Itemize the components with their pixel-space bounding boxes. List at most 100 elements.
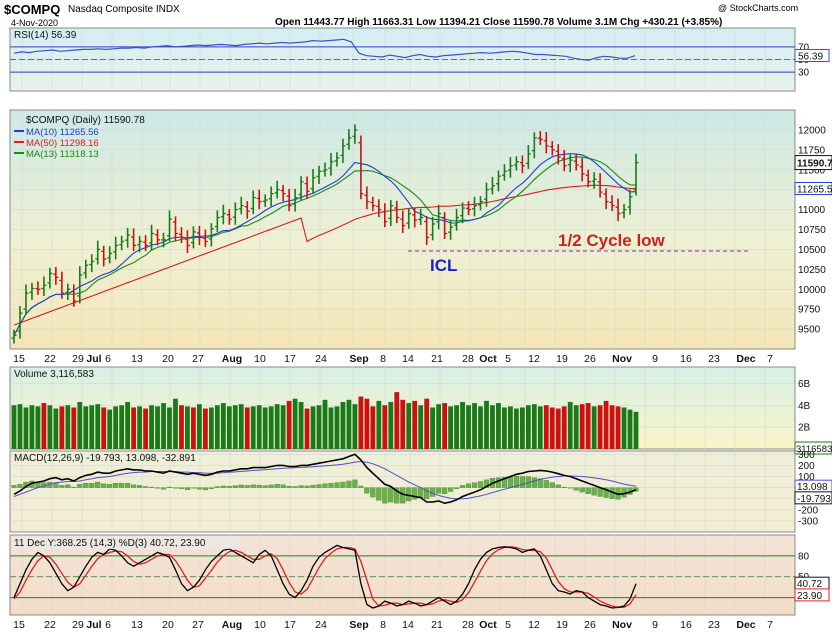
- macd-histogram-bar: [71, 486, 77, 488]
- macd-histogram-bar: [154, 487, 161, 489]
- price-tick-label: 11000: [798, 205, 826, 216]
- volume-bar: [95, 404, 101, 449]
- macd-histogram-bar: [346, 480, 352, 488]
- stoch-label: 11 Dec Y:368.25 (14,3) %D(3) 40.72, 23.9…: [14, 538, 206, 549]
- macd-histogram-bar: [603, 487, 609, 498]
- volume-bar: [161, 403, 166, 449]
- macd-histogram-bar: [370, 487, 376, 498]
- volume-bar: [214, 405, 220, 449]
- stoch-k-series: [13, 544, 637, 609]
- x-tick-label: Dec: [736, 353, 755, 365]
- macd-histogram-bar: [633, 487, 639, 492]
- x-tick-label-bottom: 9: [652, 619, 658, 631]
- symbol-title: $COMPQ: [4, 2, 61, 17]
- x-tick-label-bottom: 5: [505, 619, 511, 631]
- volume-bar: [280, 405, 286, 449]
- macd-histogram-bar: [316, 484, 322, 488]
- volume-bar: [585, 403, 591, 449]
- x-tick-label: Oct: [479, 353, 497, 365]
- volume-bar: [436, 404, 442, 449]
- volume-bar: [29, 405, 35, 449]
- macd-histogram-bar: [304, 485, 310, 488]
- volume-bar: [519, 407, 525, 449]
- x-tick-label: 12: [528, 353, 540, 365]
- macd-histogram-bar: [95, 481, 101, 488]
- macd-tick-label: 200: [798, 461, 815, 472]
- volume-bar: [244, 407, 250, 449]
- macd-histogram-bar: [136, 485, 143, 488]
- volume-bar: [603, 400, 609, 449]
- rsi-value-box: [794, 48, 830, 62]
- ma13-series: [13, 156, 637, 336]
- macd-histogram-bar: [196, 487, 203, 490]
- volume-bar: [579, 404, 585, 449]
- macd-histogram-bar: [89, 482, 95, 488]
- volume-bar: [490, 405, 495, 449]
- volume-bar: [478, 406, 483, 449]
- macd-histogram-bar: [453, 487, 460, 489]
- volume-tick-label: 4B: [798, 401, 811, 412]
- volume-bar: [208, 407, 214, 449]
- x-tick-label: 15: [13, 353, 25, 365]
- price-tick-label: 10000: [798, 285, 826, 296]
- volume-bar: [322, 399, 328, 449]
- ma50-series: [13, 184, 637, 326]
- symbol-name: Nasdaq Composite INDX: [68, 4, 180, 15]
- volume-bar: [394, 392, 400, 449]
- macd-histogram-bar: [77, 484, 83, 488]
- x-tick-label: 22: [44, 353, 56, 365]
- volume-bar: [424, 398, 430, 449]
- x-tick-label: 24: [315, 353, 327, 365]
- x-tick-label: Sep: [349, 353, 368, 365]
- volume-bar: [430, 407, 436, 449]
- volume-bar: [119, 405, 125, 449]
- volume-bar: [179, 405, 184, 449]
- x-tick-label-bottom: 10: [254, 619, 266, 631]
- macd-histogram-bar: [250, 484, 256, 488]
- macd-tick-label: -300: [798, 516, 818, 527]
- price-label: $COMPQ (Daily) 11590.78: [26, 115, 145, 126]
- macd-histogram-bar: [519, 476, 525, 488]
- macd-value-box: [794, 491, 832, 505]
- volume-bar: [466, 405, 471, 449]
- volume-bar: [113, 406, 119, 449]
- volume-bar: [131, 407, 137, 449]
- stoch-d-series: [13, 546, 637, 608]
- volume-bar: [17, 404, 23, 449]
- macd-histogram-bar: [513, 475, 519, 488]
- x-tick-label: 23: [708, 353, 720, 365]
- macd-histogram-bar: [184, 487, 191, 491]
- stoch-k-label: 40.72: [797, 579, 822, 590]
- x-tick-label: 26: [584, 353, 596, 365]
- x-tick-label: 7: [767, 353, 773, 365]
- macd-histogram-bar: [220, 485, 226, 488]
- x-tick-label: Jul: [86, 353, 101, 365]
- macd-value-label: -19.793: [797, 494, 831, 505]
- macd-histogram-bar: [531, 477, 537, 488]
- x-tick-label: Nov: [612, 353, 632, 365]
- macd-histogram-bar: [125, 482, 131, 488]
- volume-bar: [418, 405, 424, 449]
- macd-histogram-bar: [292, 486, 298, 488]
- macd-histogram-bar: [543, 480, 549, 488]
- volume-bar: [573, 405, 579, 449]
- macd-histogram-bar: [340, 481, 346, 488]
- volume-bar: [65, 405, 71, 449]
- volume-bar: [627, 409, 633, 449]
- volume-bar: [496, 403, 501, 449]
- macd-histogram-bar: [507, 476, 514, 488]
- x-tick-label: 21: [431, 353, 443, 365]
- x-tick-label-bottom: Aug: [222, 619, 242, 631]
- macd-histogram-bar: [178, 487, 185, 489]
- volume-bar: [597, 405, 603, 449]
- ma-value-box: [794, 181, 832, 195]
- volume-bar: [197, 404, 202, 449]
- x-tick-label: 17: [284, 353, 296, 365]
- price-tick-label: 9500: [798, 325, 821, 336]
- volume-bar: [47, 405, 53, 449]
- x-tick-label-bottom: 16: [680, 619, 692, 631]
- volume-bar: [460, 401, 465, 449]
- macd-histogram-bar: [268, 484, 274, 488]
- stoch-d-box: [794, 588, 830, 602]
- volume-bar: [454, 405, 459, 449]
